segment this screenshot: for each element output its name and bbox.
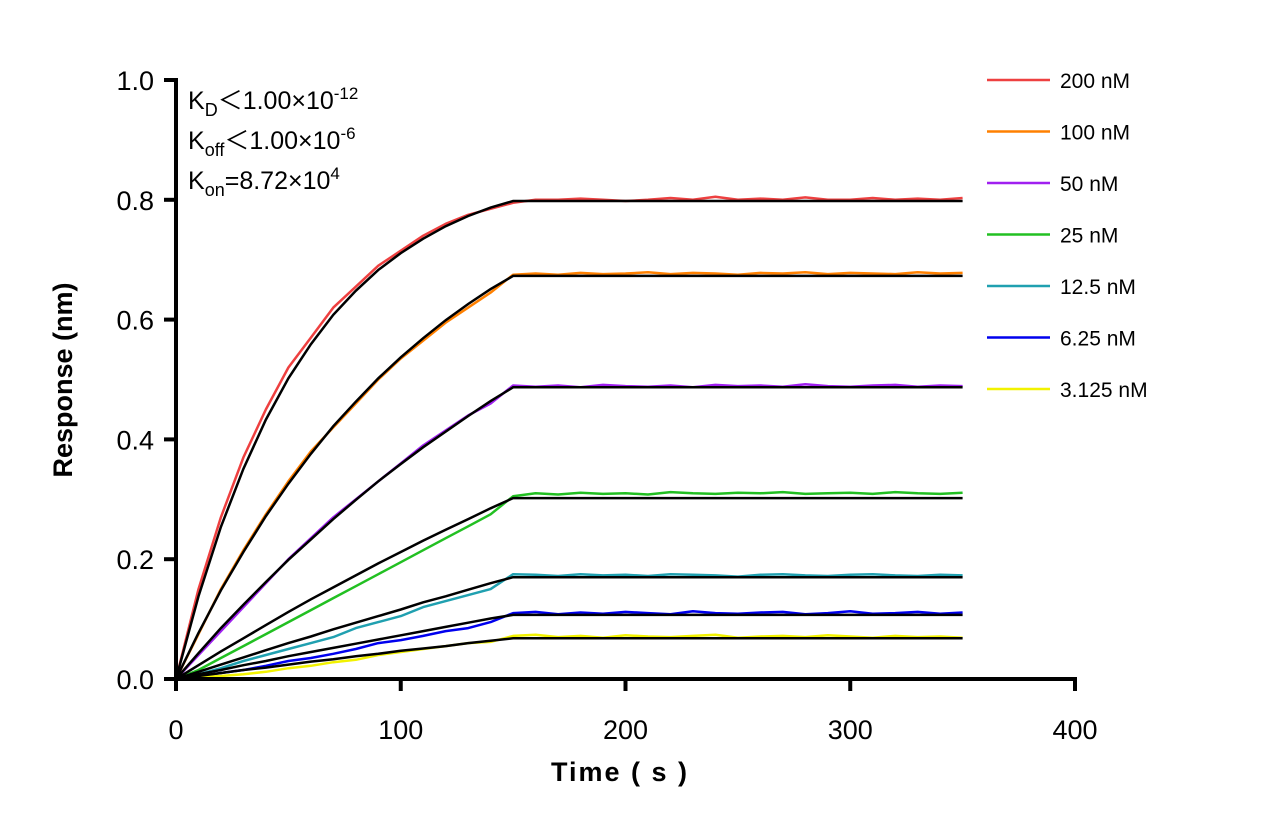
legend-label: 100 nM <box>1060 122 1130 145</box>
series-line-6.25-nM <box>175 610 963 681</box>
y-tick-label: 0.8 <box>116 186 154 216</box>
series-line-25-nM <box>175 490 963 681</box>
fit-line-100-nM <box>174 274 963 680</box>
fit-line-12.5-nM <box>175 575 963 681</box>
annotation-value: ＜1.00×10 <box>218 87 334 115</box>
fit-line-25-nM <box>175 496 963 681</box>
annotation-value: =8.72×10 <box>225 167 331 195</box>
kinetics-annotation-line: KD＜1.00×10-12 <box>188 84 358 120</box>
legend-item: 100 nM <box>987 122 1130 145</box>
annotation-subscript: on <box>205 180 225 200</box>
annotation-symbol: K <box>188 167 205 195</box>
annotation-value: ＜1.00×10 <box>224 127 340 155</box>
legend-item: 50 nM <box>987 173 1118 196</box>
fit-line-6.25-nM <box>175 613 963 681</box>
kinetics-annotation-line: Koff＜1.00×10-6 <box>188 124 356 160</box>
legend-label: 12.5 nM <box>1060 276 1136 299</box>
y-tick-label: 1.0 <box>116 66 154 96</box>
series-line-100-nM <box>174 271 963 680</box>
y-tick-label: 0.6 <box>116 306 154 336</box>
legend-item: 25 nM <box>987 225 1118 248</box>
legend-label: 25 nM <box>1060 225 1118 248</box>
annotation-subscript: off <box>205 140 226 160</box>
legend-label: 50 nM <box>1060 173 1118 196</box>
y-tick-label: 0.2 <box>116 545 154 575</box>
legend: 200 nM 100 nM 50 nM 25 nM 12.5 nM 6.25 nM 3.12… <box>987 70 1148 402</box>
x-tick-label: 200 <box>603 715 648 745</box>
series-line-12.5-nM <box>175 572 963 681</box>
legend-item: 200 nM <box>987 70 1130 93</box>
kinetics-annotation-line: Kon=8.72×104 <box>188 164 340 200</box>
y-tick-label: 0.0 <box>116 665 154 695</box>
fit-line-3.125-nM <box>175 637 963 681</box>
x-axis-title: Time ( s ) <box>551 757 689 787</box>
x-tick-label: 400 <box>1052 715 1097 745</box>
annotation-subscript: D <box>205 100 218 120</box>
legend-item: 6.25 nM <box>987 328 1136 351</box>
x-tick-label: 100 <box>378 715 423 745</box>
y-tick-label: 0.4 <box>116 425 154 455</box>
fit-line-200-nM <box>174 199 963 680</box>
legend-label: 3.125 nM <box>1060 379 1148 402</box>
annotation-exponent: -6 <box>340 124 355 143</box>
annotation-symbol: K <box>188 87 205 115</box>
x-tick-label: 300 <box>828 715 873 745</box>
series-line-50-nM <box>175 383 963 680</box>
series-line-200-nM <box>174 195 963 680</box>
fit-line-50-nM <box>175 386 963 680</box>
legend-label: 200 nM <box>1060 70 1130 93</box>
legend-item: 12.5 nM <box>987 276 1136 299</box>
x-tick-label: 0 <box>168 715 183 745</box>
y-axis-title: Response (nm) <box>48 282 78 477</box>
legend-label: 6.25 nM <box>1060 328 1136 351</box>
legend-item: 3.125 nM <box>987 379 1148 402</box>
annotation-symbol: K <box>188 127 205 155</box>
axes: 0.0 0.2 0.4 0.6 0.8 1.0 0 100 200 300 400 <box>116 66 1097 745</box>
annotation-exponent: 4 <box>330 164 339 183</box>
series-layer <box>174 195 963 681</box>
series-line-3.125-nM <box>175 633 963 681</box>
annotation-exponent: -12 <box>334 84 359 103</box>
